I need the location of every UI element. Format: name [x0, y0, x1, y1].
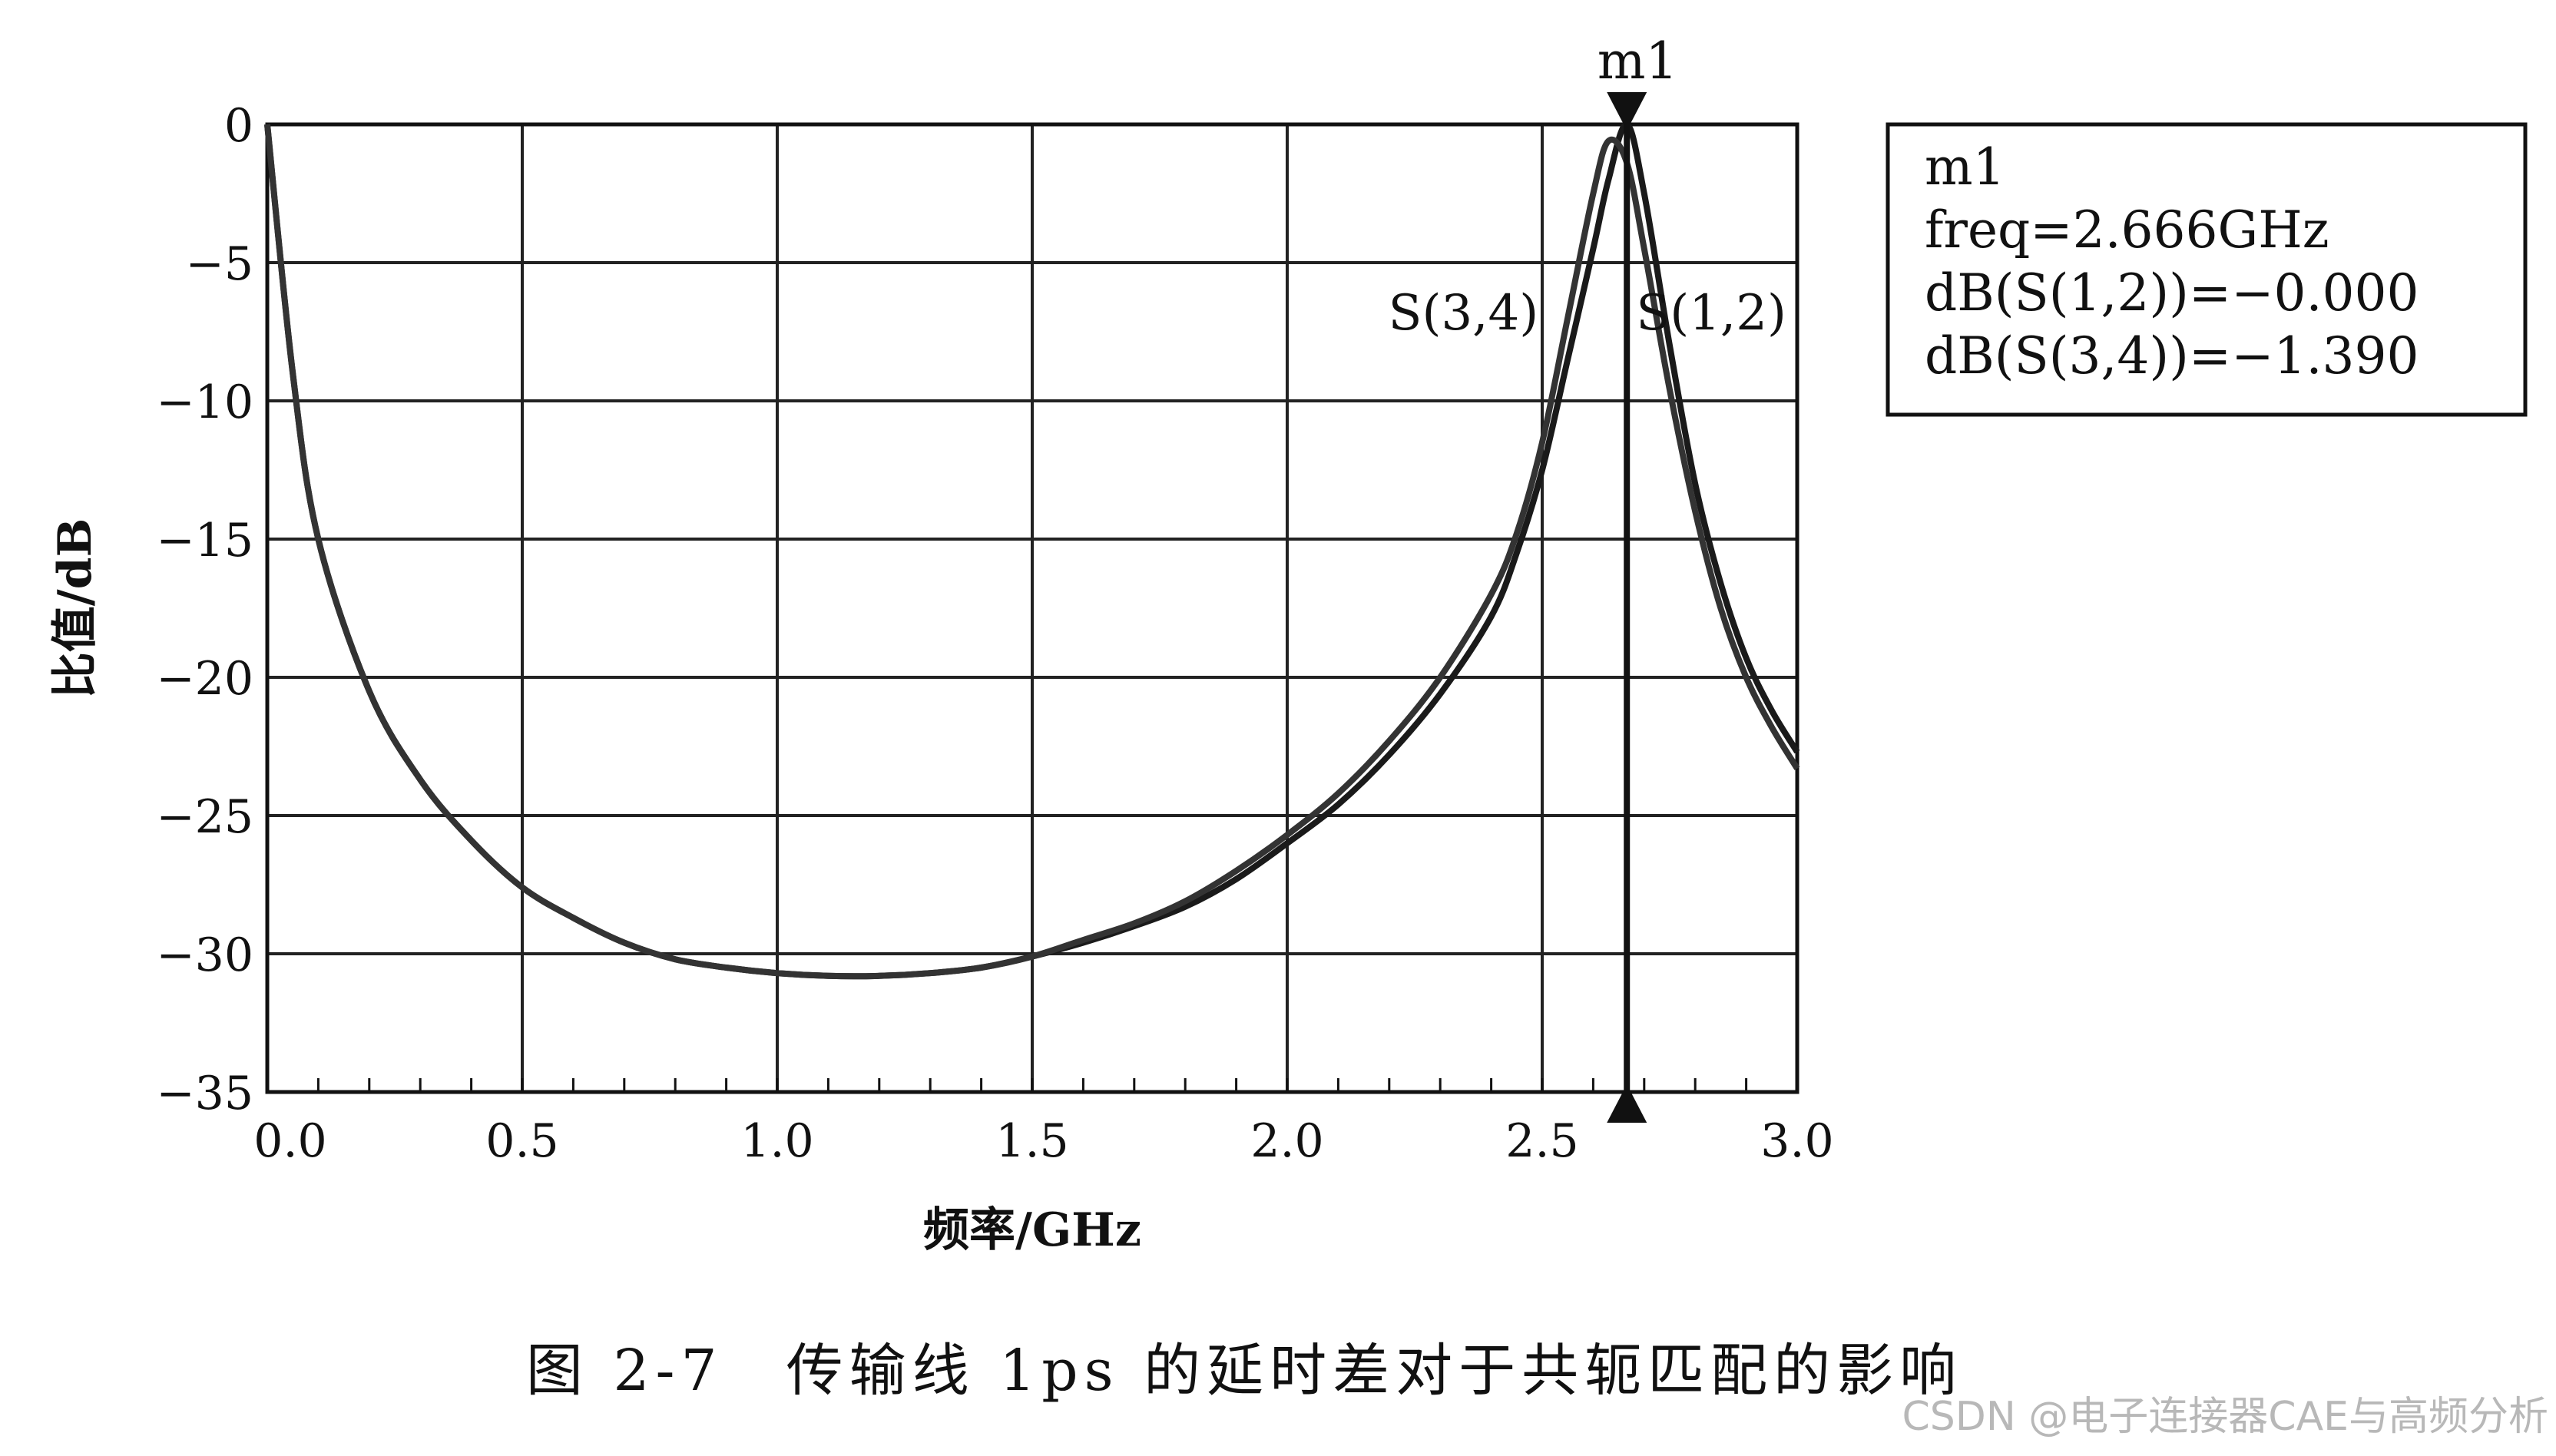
y-tick-label: −35: [156, 1067, 253, 1120]
series-line-s-3-4: [264, 124, 1800, 980]
marker-triangle-bottom: [1607, 1084, 1647, 1123]
x-tick-label: 1.0: [740, 1114, 813, 1168]
marker-readout-frame: [1886, 122, 2528, 417]
x-axis-label: 频率/GHz: [923, 1203, 1141, 1257]
y-tick-label: 0: [224, 99, 253, 153]
y-tick-label: −25: [156, 790, 253, 844]
marker-name: m1: [1598, 31, 1678, 91]
marker-readout-s12: dB(S(1,2))=−0.000: [1925, 263, 2419, 323]
y-axis-label: 比值/dB: [48, 518, 102, 699]
grid: [266, 123, 1799, 1094]
figure-caption: 图 2-7 传输线 1ps 的延时差对于共轭匹配的影响: [526, 1338, 1962, 1404]
marker-readout-freq: freq=2.666GHz: [1925, 200, 2329, 260]
series-label-s-1-2: S(1,2): [1636, 285, 1786, 342]
minor-ticks: [316, 1078, 1748, 1092]
x-tick-label: 2.5: [1505, 1114, 1578, 1168]
y-tick-label: −10: [156, 376, 253, 429]
marker-readout-box: m1 freq=2.666GHz dB(S(1,2))=−0.000 dB(S(…: [1886, 122, 2528, 417]
series-label-s-3-4: S(3,4): [1389, 285, 1539, 342]
series-label-group: S(3,4) S(1,2): [1389, 285, 1786, 342]
x-tick-label: 0.0: [253, 1114, 326, 1168]
marker-readout-s34: dB(S(3,4))=−1.390: [1925, 326, 2419, 386]
y-tick-labels: 0 −5 −10 −15 −20 −25 −30 −35: [156, 99, 253, 1120]
watermark: CSDN @电子连接器CAE与高频分析: [1902, 1394, 2548, 1440]
marker-triangle-top: [1607, 92, 1647, 131]
plot-frame: [265, 122, 1799, 1094]
x-tick-label: 2.0: [1250, 1114, 1323, 1168]
x-tick-label: 3.0: [1760, 1114, 1833, 1168]
x-tick-label: 0.5: [485, 1114, 558, 1168]
y-tick-label: −30: [156, 928, 253, 982]
y-tick-label: −5: [186, 237, 253, 291]
marker-readout-name: m1: [1925, 137, 2005, 197]
marker-group: m1: [1598, 31, 1678, 1123]
y-tick-label: −20: [156, 652, 253, 706]
x-tick-labels: 0.0 0.5 1.0 1.5 2.0 2.5 3.0: [253, 1114, 1833, 1168]
x-tick-label: 1.5: [995, 1114, 1068, 1168]
series-lines: [264, 121, 1800, 980]
y-tick-label: −15: [156, 514, 253, 568]
